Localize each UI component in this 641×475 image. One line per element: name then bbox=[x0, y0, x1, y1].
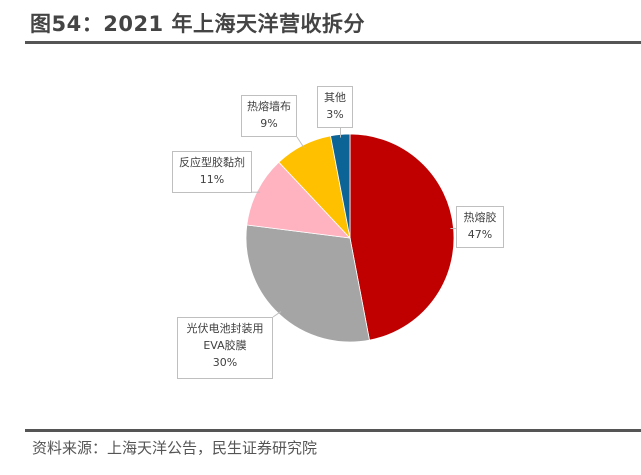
pie-slice bbox=[245, 224, 370, 343]
leader-line bbox=[296, 136, 305, 149]
data-label-value: 11% bbox=[199, 173, 225, 186]
figure-title: 图54：2021 年上海天洋营收拆分 bbox=[30, 12, 365, 36]
data-label-category: 热熔胶 bbox=[463, 211, 497, 224]
data-label-value: 9% bbox=[260, 117, 278, 130]
data-label-category: 热熔墙布 bbox=[247, 100, 291, 113]
data-label: 热熔胶 47% bbox=[456, 206, 504, 248]
pie-slice bbox=[246, 161, 352, 239]
data-label-category: EVA胶膜 bbox=[203, 339, 247, 352]
data-label-category: 反应型胶黏剂 bbox=[179, 156, 245, 169]
data-label: 其他 3% bbox=[317, 86, 353, 128]
data-label-value: 30% bbox=[212, 356, 238, 369]
leader-lines bbox=[252, 128, 456, 318]
source-note: 资料来源：上海天洋公告，民生证券研究院 bbox=[32, 439, 318, 457]
data-label: 反应型胶黏剂 11% bbox=[172, 151, 252, 193]
data-label-value: 47% bbox=[467, 228, 493, 241]
data-label-category: 光伏电池封装用 bbox=[186, 322, 264, 335]
leader-line bbox=[272, 311, 282, 318]
data-label-value: 3% bbox=[326, 108, 344, 121]
source-divider bbox=[25, 429, 641, 432]
pie-slices bbox=[245, 133, 455, 343]
title-underline bbox=[25, 41, 641, 44]
data-label: 热熔墙布 9% bbox=[241, 95, 297, 137]
data-label: 光伏电池封装用 EVA胶膜 30% bbox=[177, 317, 273, 379]
pie-slice bbox=[349, 133, 455, 341]
data-label-category: 其他 bbox=[324, 91, 346, 104]
